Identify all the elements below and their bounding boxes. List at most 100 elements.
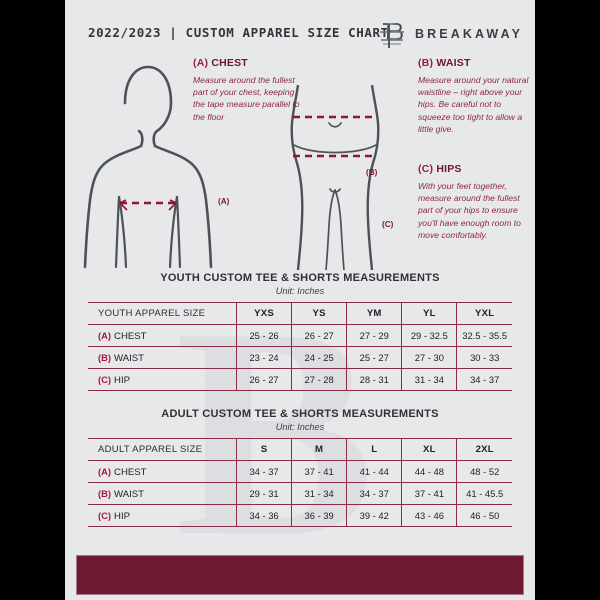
youth-size-ym: YM [346,302,402,325]
youth-chest-ys: 26 - 27 [291,324,347,347]
adult-chest-l: 41 - 44 [346,460,402,483]
adult-chest-xl: 44 - 48 [401,460,457,483]
table-row: (A) CHEST 25 - 26 26 - 27 27 - 29 29 - 32… [88,324,512,347]
youth-size-label: YOUTH APPAREL SIZE [88,302,237,325]
adult-waist-l: 34 - 37 [346,482,402,505]
youth-waist-ys: 24 - 25 [291,346,347,369]
youth-waist-ym: 25 - 27 [346,346,402,369]
youth-hip-tag: (C) [98,373,112,385]
adult-waist-label: (B) WAIST [88,482,237,505]
adult-chest-label: (A) CHEST [88,460,237,483]
youth-waist-yxs: 23 - 24 [235,346,292,369]
adult-chest-tag: (A) [98,465,112,477]
front-torso-figure [83,65,213,269]
adult-chest-m: 37 - 41 [291,460,347,483]
youth-waist-label: (B) WAIST [88,346,237,369]
lower-body-figure [290,85,380,270]
youth-waist-tag: (B) [98,351,112,363]
youth-chest-yl: 29 - 32.5 [401,324,457,347]
youth-hip-ys: 27 - 28 [291,368,347,391]
youth-hip-name: HIP [114,374,131,386]
breakaway-b-monogram-icon [380,23,404,48]
callout-chest-name: CHEST [211,57,248,69]
adult-size-label: ADULT APPAREL SIZE [88,438,237,461]
adult-hip-l: 39 - 42 [346,504,402,527]
measurement-illustration: (A) (B) (C) (A) CHEST Me [65,55,535,270]
table-row: (C) HIP 26 - 27 27 - 28 28 - 31 31 - 34 3… [88,368,512,391]
callout-chest-heading: (A) CHEST [193,57,305,69]
adult-hip-m: 36 - 39 [291,504,347,527]
youth-chest-ym: 27 - 29 [346,324,402,347]
youth-chest-yxl: 32.5 - 35.5 [456,324,512,347]
adult-hip-2xl: 46 - 50 [456,504,512,527]
youth-chest-tag: (A) [98,329,112,341]
youth-table-unit: Unit: Inches [275,286,325,296]
adult-hip-label: (C) HIP [88,504,237,527]
callout-hips-tag: (C) [418,163,434,175]
callout-hips-description: With your feet together, measure around … [418,181,521,240]
adult-hip-xl: 43 - 46 [401,504,457,527]
table-row: (C) HIP 34 - 36 36 - 39 39 - 42 43 - 46 4… [88,504,512,527]
youth-size-yxs: YXS [235,302,292,325]
adult-hip-s: 34 - 36 [235,504,292,527]
callout-waist-heading: (B) WAIST [418,57,530,69]
youth-waist-yxl: 30 - 33 [456,346,512,369]
header-separator: | [169,25,178,40]
youth-hip-label: (C) HIP [88,368,237,391]
youth-hip-yxl: 34 - 37 [456,368,512,391]
adult-chest-2xl: 48 - 52 [456,460,512,483]
page-header: 2022/2023 | CUSTOM APPAREL SIZE CHART BR… [65,20,535,54]
marker-b-label: (B) [366,168,378,177]
youth-chest-name: CHEST [114,330,147,342]
adult-chest-name: CHEST [114,466,147,478]
callout-chest: (A) CHEST Measure around the fullest par… [193,57,305,123]
adult-size-table: ADULT APPAREL SIZE S M L XL 2XL (A) CHEST… [88,438,512,527]
adult-table-unit: Unit: Inches [275,422,325,432]
marker-c-label: (C) [382,220,394,229]
page-title: 2022/2023 | CUSTOM APPAREL SIZE CHART [88,25,389,40]
youth-table-title: YOUTH CUSTOM TEE & SHORTS MEASUREMENTS [160,272,440,284]
youth-chest-label: (A) CHEST [88,324,237,347]
adult-hip-tag: (C) [98,509,112,521]
youth-size-yl: YL [401,302,457,325]
callout-hips: (C) HIPS With your feet together, measur… [418,163,535,241]
table-row: (B) WAIST 23 - 24 24 - 25 25 - 27 27 - 30… [88,346,512,369]
youth-size-yxl: YXL [456,302,512,325]
youth-size-ys: YS [291,302,347,325]
table-row: (A) CHEST 34 - 37 37 - 41 41 - 44 44 - 48… [88,460,512,483]
adult-waist-xl: 37 - 41 [401,482,457,505]
youth-size-section: YOUTH CUSTOM TEE & SHORTS MEASUREMENTS U… [88,272,512,391]
youth-waist-yl: 27 - 30 [401,346,457,369]
callout-hips-name: HIPS [436,163,462,175]
marker-a-label: (A) [218,197,230,206]
brand-name: BREAKAWAY [415,27,524,41]
adult-chest-s: 34 - 37 [235,460,292,483]
youth-hip-yxs: 26 - 27 [235,368,292,391]
callout-waist: (B) WAIST Measure around your natural wa… [418,57,530,135]
table-header-row: ADULT APPAREL SIZE S M L XL 2XL [88,438,512,461]
youth-waist-name: WAIST [114,352,145,364]
adult-size-xl: XL [401,438,457,461]
callout-waist-tag: (B) [418,57,434,69]
youth-chest-yxs: 25 - 26 [235,324,292,347]
adult-waist-name: WAIST [114,488,145,500]
table-header-row: YOUTH APPAREL SIZE YXS YS YM YL YXL [88,302,512,325]
header-title-text: CUSTOM APPAREL SIZE CHART [185,25,389,40]
callout-waist-description: Measure around your natural waistline – … [418,75,529,134]
adult-size-section: ADULT CUSTOM TEE & SHORTS MEASUREMENTS U… [88,408,512,527]
adult-table-title: ADULT CUSTOM TEE & SHORTS MEASUREMENTS [161,408,439,420]
adult-waist-m: 31 - 34 [291,482,347,505]
callout-hips-heading: (C) HIPS [418,163,535,175]
adult-hip-name: HIP [114,510,131,522]
youth-size-table: YOUTH APPAREL SIZE YXS YS YM YL YXL (A) C… [88,302,512,391]
adult-waist-tag: (B) [98,487,112,499]
footer-bar [76,555,524,595]
adult-waist-s: 29 - 31 [235,482,292,505]
adult-size-l: L [346,438,402,461]
adult-size-2xl: 2XL [456,438,512,461]
youth-hip-yl: 31 - 34 [401,368,457,391]
callout-waist-name: WAIST [436,57,471,69]
callout-chest-tag: (A) [193,57,209,69]
header-season: 2022/2023 [88,25,162,40]
size-chart-page: B 2022/2023 | CUSTOM APPAREL SIZE CHART … [65,0,535,600]
